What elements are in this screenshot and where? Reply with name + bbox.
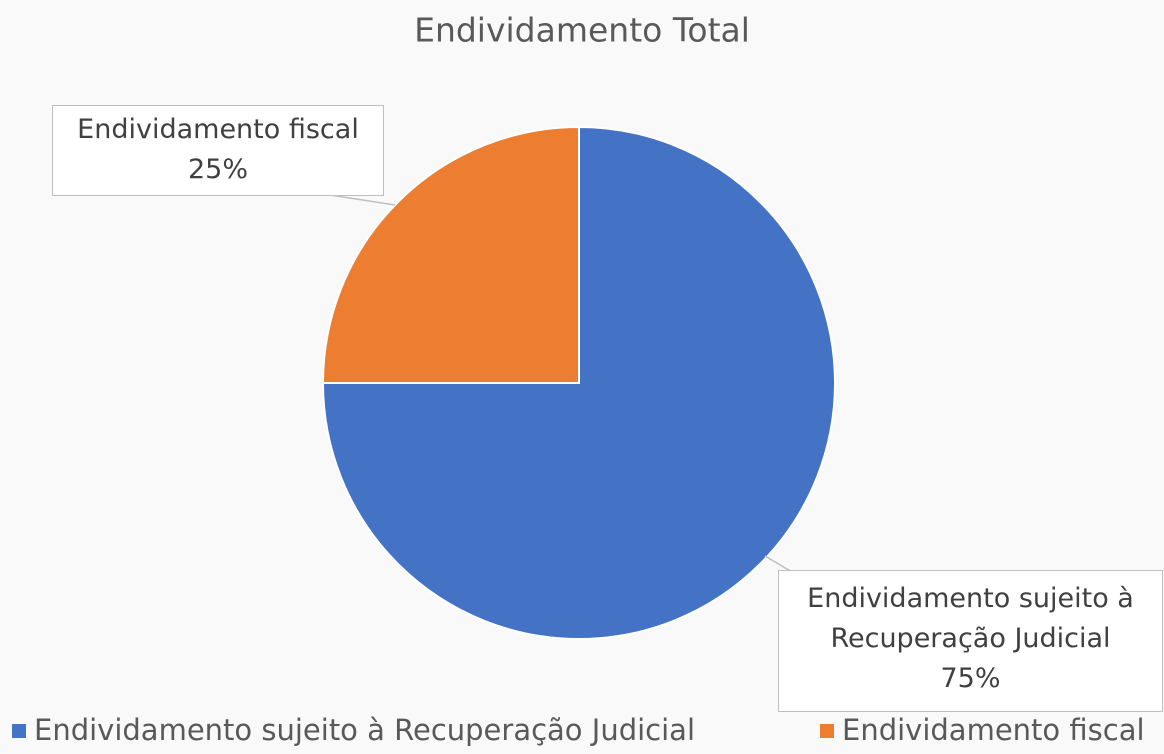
leader-line xyxy=(329,194,396,206)
pie-slice xyxy=(321,125,836,640)
pie-slice xyxy=(321,125,580,384)
data-label: Endividamento fiscal 25% xyxy=(52,105,384,196)
legend-label: Endividamento fiscal xyxy=(842,713,1145,747)
legend-label: Endividamento sujeito à Recuperação Judi… xyxy=(34,713,695,747)
chart-title: Endividamento Total xyxy=(414,11,750,50)
data-label-value: 25% xyxy=(187,154,248,185)
data-label-name: Endividamento sujeito à Recuperação Judi… xyxy=(807,583,1134,654)
legend-swatch xyxy=(12,724,26,738)
data-label-value: 75% xyxy=(940,663,1001,694)
data-label: Endividamento sujeito à Recuperação Judi… xyxy=(778,570,1163,712)
legend-swatch xyxy=(820,724,834,738)
data-label-name: Endividamento fiscal xyxy=(77,114,359,145)
